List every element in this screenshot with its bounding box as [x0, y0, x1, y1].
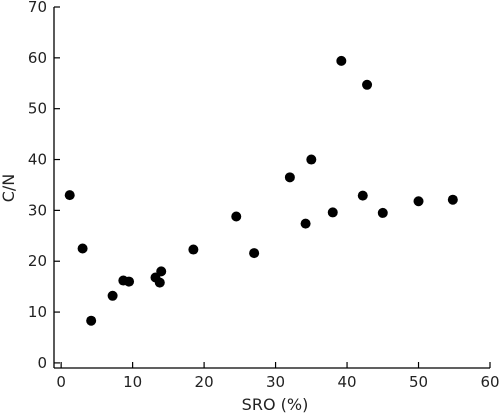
- y-tick-label: 10: [28, 303, 47, 321]
- x-tick-label: 10: [123, 373, 142, 391]
- x-tick-label: 60: [480, 373, 499, 391]
- data-point: [249, 248, 260, 259]
- x-tick-label: 20: [195, 373, 214, 391]
- data-point: [447, 194, 458, 205]
- data-point: [362, 79, 373, 90]
- x-axis-title: SRO (%): [242, 395, 309, 414]
- data-point: [77, 243, 88, 254]
- data-points: [64, 55, 458, 326]
- data-point: [284, 172, 295, 183]
- data-point: [124, 276, 135, 287]
- data-point: [86, 315, 97, 326]
- data-point: [300, 218, 311, 229]
- data-point: [64, 190, 75, 201]
- data-point: [231, 211, 242, 222]
- data-point: [327, 207, 338, 218]
- y-axis-title: C/N: [0, 174, 18, 203]
- y-tick-label: 70: [28, 0, 47, 16]
- data-point: [357, 190, 368, 201]
- data-point: [377, 207, 388, 218]
- y-tick-label: 20: [28, 252, 47, 270]
- x-tick-label: 50: [409, 373, 428, 391]
- data-point: [107, 290, 118, 301]
- y-tick-label: 30: [28, 201, 47, 219]
- y-tick-label: 40: [28, 151, 47, 169]
- x-tick-label: 30: [266, 373, 285, 391]
- data-point: [156, 266, 167, 277]
- data-point: [154, 277, 165, 288]
- x-tick-label: 0: [56, 373, 66, 391]
- x-tick-label: 40: [338, 373, 357, 391]
- data-point: [413, 196, 424, 207]
- data-point: [188, 244, 199, 255]
- data-point: [336, 55, 347, 66]
- x-axis-ticks: 0 10 20 30 40 50 60: [56, 362, 500, 391]
- y-axis-ticks: 0 10 20 30 40 50 60 70: [28, 0, 60, 372]
- data-point: [306, 154, 317, 165]
- y-tick-label: 60: [28, 49, 47, 67]
- chart-axes: [53, 7, 490, 369]
- y-tick-label: 0: [37, 354, 47, 372]
- y-tick-label: 50: [28, 100, 47, 118]
